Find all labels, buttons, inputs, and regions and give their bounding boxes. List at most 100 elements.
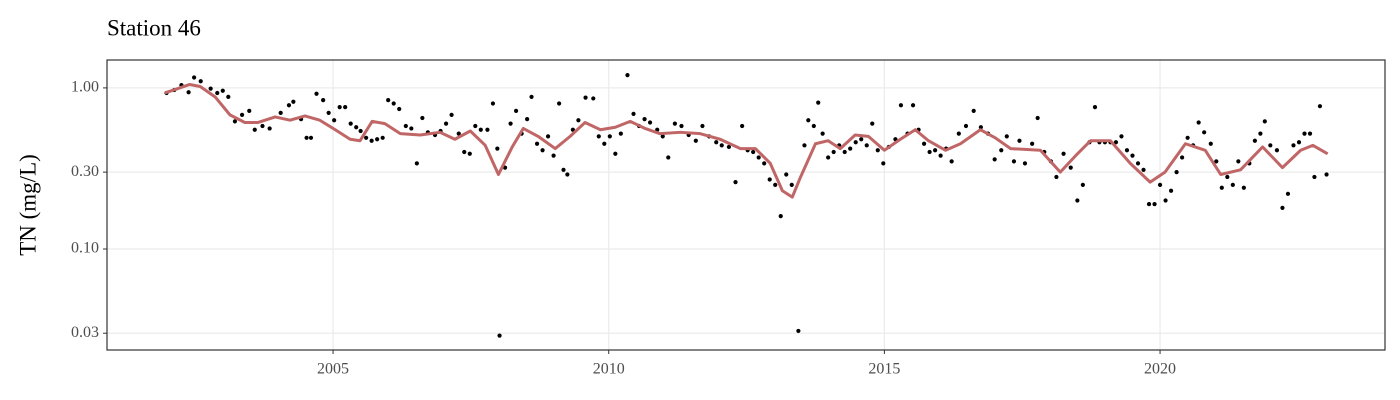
- y-tick-label: 0.30: [71, 163, 99, 180]
- point: [898, 103, 904, 108]
- point: [1180, 155, 1185, 160]
- point: [773, 182, 778, 187]
- point: [490, 101, 496, 106]
- point: [391, 101, 396, 106]
- point: [784, 172, 789, 177]
- point: [1004, 134, 1009, 139]
- point: [733, 180, 738, 185]
- point: [1236, 159, 1241, 164]
- point: [672, 121, 677, 126]
- point: [826, 155, 831, 160]
- point: [1135, 161, 1141, 166]
- point: [369, 138, 374, 143]
- point: [1241, 185, 1246, 190]
- point: [700, 123, 705, 129]
- point: [1035, 115, 1040, 121]
- point: [278, 110, 283, 115]
- point: [473, 123, 478, 129]
- point: [796, 328, 801, 334]
- trend-line: [164, 82, 1329, 199]
- point: [570, 127, 575, 132]
- point: [1202, 130, 1207, 135]
- x-tick-label: 2020: [1144, 361, 1176, 378]
- point: [956, 131, 961, 136]
- x-tick-label: 2005: [317, 361, 349, 378]
- point: [1219, 185, 1224, 190]
- y-tick-label: 0.10: [71, 240, 99, 257]
- point: [999, 148, 1004, 153]
- y-axis-label: TN (mg/L): [15, 154, 40, 256]
- point: [1291, 143, 1296, 148]
- point: [1258, 131, 1263, 136]
- point: [308, 135, 314, 140]
- point: [1196, 120, 1201, 125]
- point: [220, 88, 225, 93]
- point: [607, 134, 612, 139]
- point: [1130, 153, 1135, 158]
- point: [186, 90, 191, 95]
- point: [1285, 191, 1291, 196]
- point: [1068, 165, 1073, 170]
- point: [576, 118, 581, 123]
- point: [963, 123, 969, 129]
- point: [348, 121, 353, 126]
- point: [420, 115, 425, 121]
- point: [618, 131, 623, 136]
- point: [321, 97, 326, 103]
- point: [859, 137, 864, 142]
- point: [602, 141, 607, 146]
- point: [864, 143, 869, 148]
- point: [304, 135, 309, 140]
- point: [247, 108, 252, 113]
- point: [467, 151, 472, 156]
- point: [875, 148, 880, 153]
- point: [497, 333, 502, 338]
- point: [848, 146, 853, 151]
- point: [1119, 134, 1124, 139]
- point: [239, 112, 245, 117]
- point: [933, 148, 938, 153]
- point: [1146, 201, 1152, 207]
- point: [789, 182, 794, 187]
- point: [1075, 198, 1080, 203]
- point: [726, 144, 732, 150]
- point: [831, 149, 836, 155]
- point: [842, 149, 847, 155]
- point: [938, 153, 943, 158]
- point: [1214, 159, 1219, 164]
- x-tick-label: 2015: [868, 361, 900, 378]
- point: [853, 140, 858, 145]
- point: [740, 123, 745, 129]
- point: [1017, 138, 1022, 143]
- point: [556, 101, 562, 106]
- point: [806, 118, 811, 123]
- point: [565, 172, 570, 177]
- point: [337, 104, 342, 110]
- point: [343, 104, 348, 110]
- chart-title: Station 46: [107, 15, 201, 40]
- point: [642, 117, 647, 122]
- point: [449, 112, 454, 117]
- point: [525, 117, 530, 122]
- point: [380, 135, 385, 140]
- point: [364, 135, 369, 140]
- point: [286, 103, 292, 108]
- point: [1022, 161, 1028, 166]
- point: [778, 214, 783, 219]
- point: [1152, 201, 1157, 207]
- point: [1054, 174, 1059, 180]
- point: [540, 148, 545, 153]
- point: [591, 96, 596, 101]
- point: [267, 126, 272, 131]
- point: [714, 140, 719, 145]
- point: [1302, 131, 1307, 136]
- grid: [107, 60, 1385, 350]
- point: [513, 108, 519, 113]
- point: [811, 123, 816, 129]
- point: [1274, 148, 1280, 153]
- point: [992, 157, 997, 162]
- point: [927, 149, 932, 155]
- point: [1324, 172, 1329, 177]
- point: [232, 119, 238, 124]
